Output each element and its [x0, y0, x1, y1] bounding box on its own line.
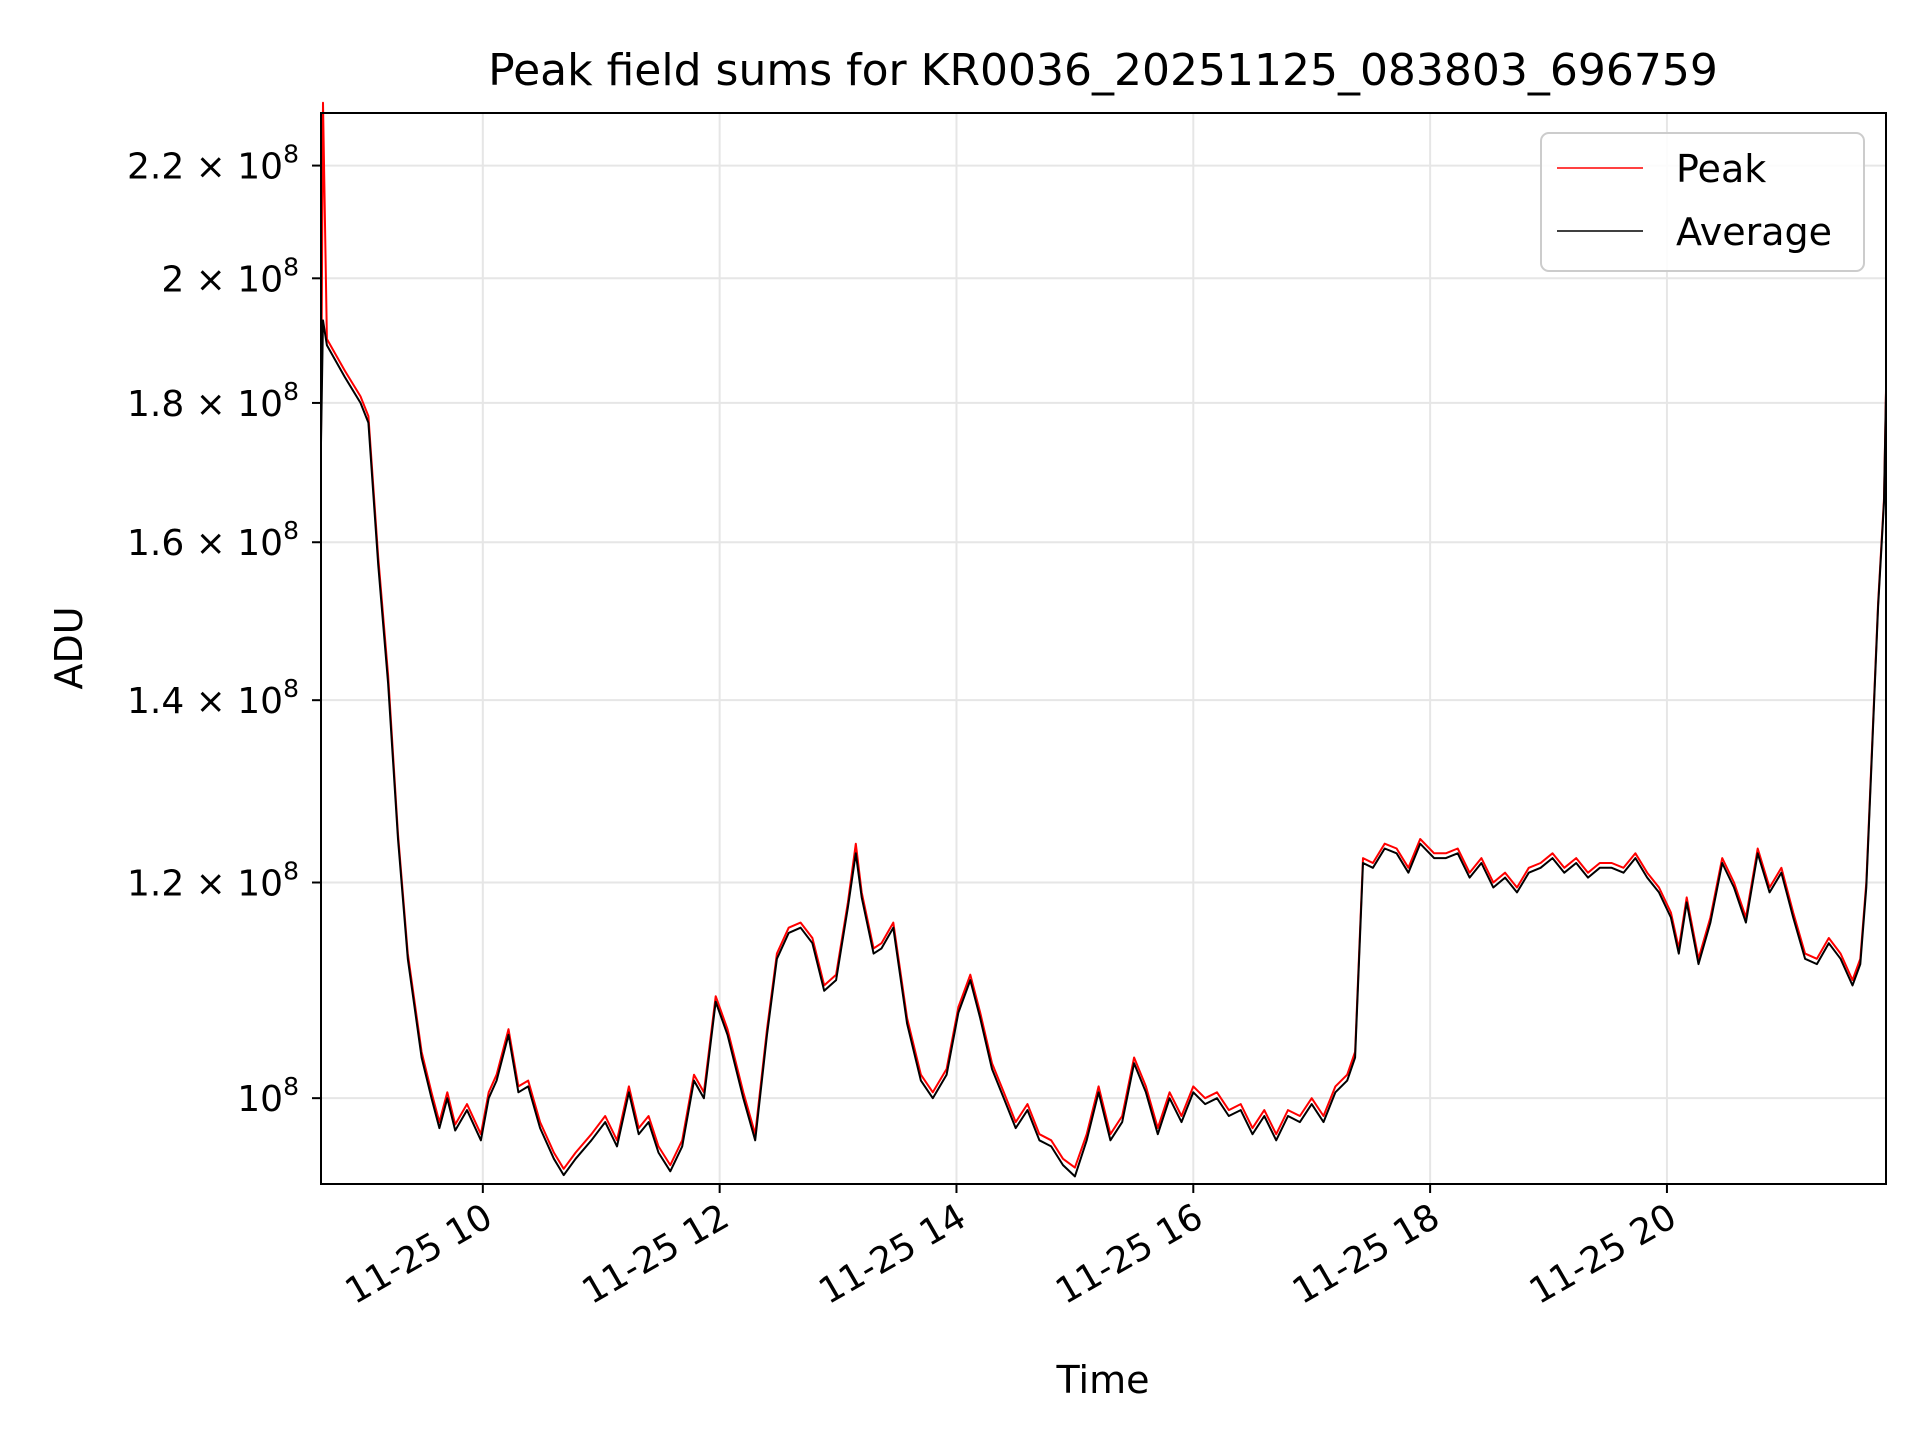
y-tick-label-base: 10	[237, 1079, 283, 1120]
x-axis-label: Time	[1056, 1358, 1150, 1402]
y-tick-label: 2 × 108	[161, 252, 299, 300]
y-tick-label-exponent: 8	[283, 1072, 299, 1101]
y-tick-label-base: 1.8 × 10	[127, 384, 283, 425]
y-tick-label-base: 1.4 × 10	[127, 681, 283, 722]
legend: Peak Average	[1540, 132, 1865, 272]
y-tick-label: 1.8 × 108	[127, 377, 299, 425]
y-tick-label: 108	[237, 1072, 299, 1120]
y-tick-label: 1.2 × 108	[127, 857, 299, 905]
y-tick-label-exponent: 8	[283, 516, 299, 545]
y-axis-label: ADU	[47, 606, 91, 689]
y-tick-label-base: 1.2 × 10	[127, 864, 283, 905]
y-tick-label-exponent: 8	[283, 377, 299, 406]
y-tick-label-base: 2 × 10	[161, 259, 283, 300]
chart-title: Peak field sums for KR0036_20251125_0838…	[488, 45, 1718, 96]
y-tick-label-base: 2.2 × 10	[127, 147, 283, 188]
y-tick-label-exponent: 8	[283, 140, 299, 169]
legend-label-peak: Peak	[1676, 147, 1766, 191]
legend-label-average: Average	[1676, 210, 1832, 254]
grid	[321, 113, 1886, 1184]
y-tick-label: 2.2 × 108	[127, 140, 299, 188]
y-tick-label: 1.4 × 108	[127, 674, 299, 722]
axes-frame	[320, 112, 1887, 1185]
plot-area	[320, 101, 1887, 1178]
series-line-peak	[320, 101, 1887, 1170]
y-tick-label: 1.6 × 108	[127, 516, 299, 564]
series-line-average	[320, 319, 1887, 1178]
y-tick-label-exponent: 8	[283, 674, 299, 703]
y-tick-label-base: 1.6 × 10	[127, 523, 283, 564]
y-tick-label-exponent: 8	[283, 252, 299, 281]
y-tick-label-exponent: 8	[283, 857, 299, 886]
